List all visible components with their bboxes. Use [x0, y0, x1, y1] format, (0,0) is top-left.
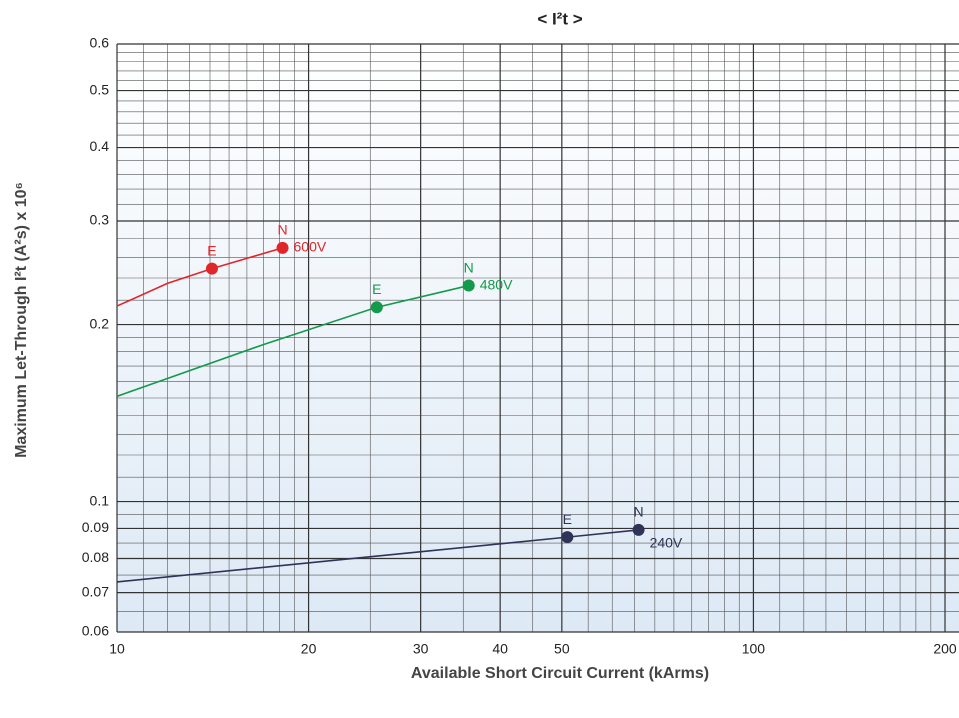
y-tick-label: 0.3: [90, 212, 110, 228]
data-point: [462, 279, 475, 292]
x-tick-label: 40: [492, 641, 508, 657]
y-tick-label: 0.07: [82, 583, 109, 599]
series-label: 480V: [480, 276, 513, 292]
point-label: E: [207, 242, 216, 258]
series-line: [116, 247, 283, 307]
data-point: [205, 262, 218, 275]
point-label: E: [563, 511, 572, 527]
y-tick-label: 0.08: [82, 549, 109, 565]
data-point: [561, 531, 574, 544]
y-tick-label: 0.6: [90, 35, 110, 51]
series-label: 600V: [294, 239, 327, 255]
series-line: [116, 284, 469, 398]
x-tick-label: 10: [109, 641, 125, 657]
plot-area: [117, 44, 959, 632]
data-point: [370, 301, 383, 314]
y-tick-label: 0.06: [82, 623, 109, 639]
point-label: N: [634, 504, 644, 520]
x-tick-label: 20: [301, 641, 317, 657]
data-point: [632, 523, 645, 536]
series-label: 240V: [650, 535, 683, 551]
x-tick-label: 30: [413, 641, 429, 657]
x-tick-label: 50: [554, 641, 570, 657]
y-axis-label: Maximum Let-Through I²t (A²s) x 10⁶: [13, 182, 30, 458]
x-tick-label: 200: [933, 641, 957, 657]
data-point: [276, 241, 289, 254]
x-axis-label: Available Short Circuit Current (kArms): [411, 665, 709, 682]
y-tick-label: 0.2: [90, 315, 110, 331]
point-label: E: [372, 281, 381, 297]
point-label: N: [464, 259, 474, 275]
x-tick-label: 100: [742, 641, 766, 657]
y-tick-label: 0.4: [90, 138, 110, 154]
y-tick-label: 0.5: [90, 81, 110, 97]
point-label: N: [277, 222, 287, 238]
chart-title: < I²t >: [537, 9, 582, 28]
y-tick-label: 0.09: [82, 519, 109, 535]
y-tick-label: 0.1: [90, 492, 110, 508]
